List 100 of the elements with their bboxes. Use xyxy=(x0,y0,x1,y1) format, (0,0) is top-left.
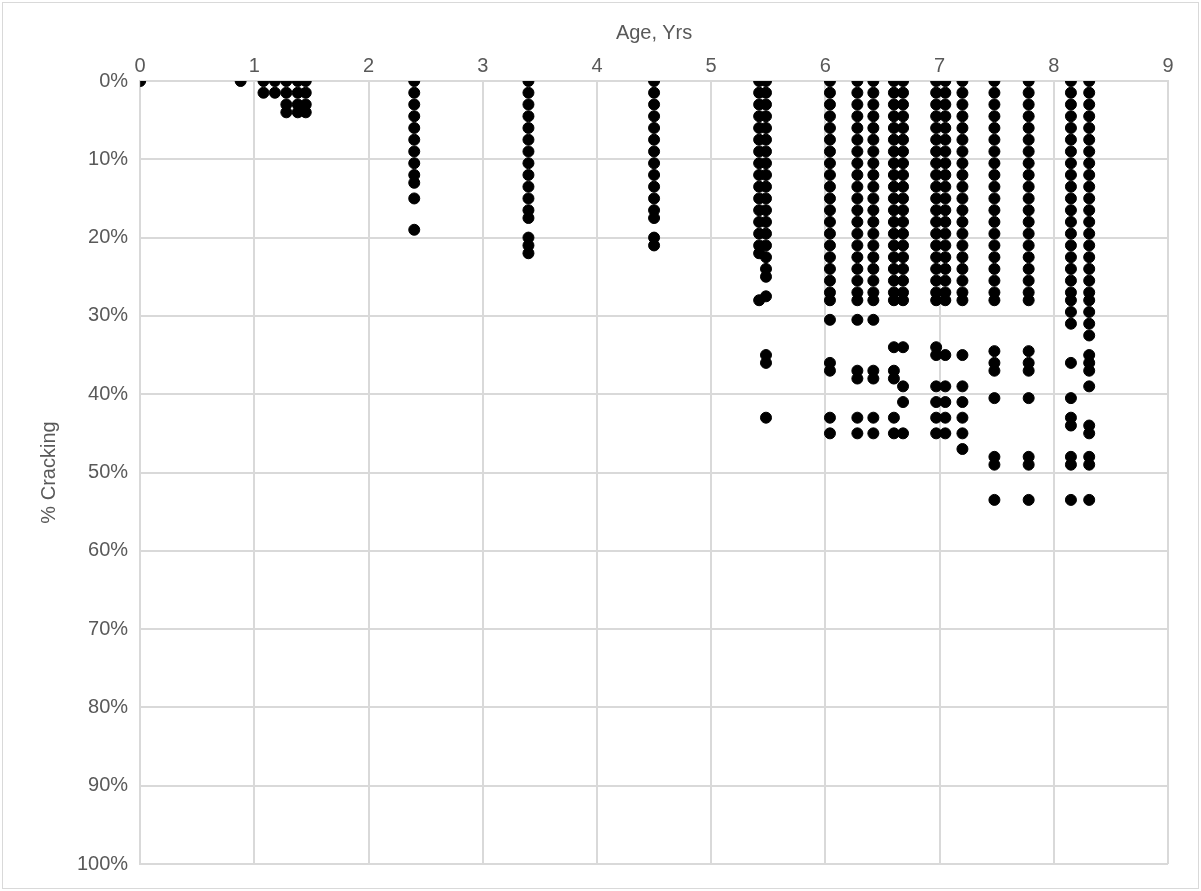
point xyxy=(1083,110,1096,123)
point xyxy=(408,110,421,123)
point xyxy=(1083,380,1096,393)
point xyxy=(956,274,969,287)
point xyxy=(1083,493,1096,506)
y-tick-label: 20% xyxy=(88,225,129,248)
point xyxy=(648,133,661,146)
point xyxy=(887,239,900,252)
point xyxy=(851,227,864,240)
point xyxy=(867,168,880,181)
point xyxy=(648,110,661,123)
point xyxy=(851,145,864,158)
point xyxy=(823,192,836,205)
point xyxy=(867,411,880,424)
y-tick-label: 70% xyxy=(88,616,129,639)
point xyxy=(867,427,880,440)
point xyxy=(648,180,661,193)
point xyxy=(1022,133,1035,146)
point xyxy=(1064,262,1077,275)
point xyxy=(956,227,969,240)
point xyxy=(1064,356,1077,369)
point xyxy=(851,121,864,134)
point xyxy=(988,204,1001,217)
x-tick-label: 8 xyxy=(1048,53,1060,76)
point xyxy=(988,192,1001,205)
point xyxy=(1064,121,1077,134)
y-axis-title: % Cracking xyxy=(36,421,59,524)
point xyxy=(988,345,1001,358)
point xyxy=(956,204,969,217)
point xyxy=(887,180,900,193)
point xyxy=(988,251,1001,264)
point xyxy=(867,262,880,275)
point xyxy=(988,392,1001,405)
y-tick-label: 30% xyxy=(88,303,129,326)
point xyxy=(1022,145,1035,158)
point xyxy=(823,215,836,228)
point xyxy=(1083,262,1096,275)
point xyxy=(522,133,535,146)
point xyxy=(1064,274,1077,287)
point xyxy=(1083,168,1096,181)
point xyxy=(956,262,969,275)
point xyxy=(887,215,900,228)
point xyxy=(1083,133,1096,146)
point xyxy=(1083,215,1096,228)
x-tick-label: 6 xyxy=(819,53,831,76)
point xyxy=(1083,145,1096,158)
point xyxy=(867,227,880,240)
point xyxy=(1064,239,1077,252)
point xyxy=(851,110,864,123)
point xyxy=(823,427,836,440)
point xyxy=(280,86,293,99)
point xyxy=(867,133,880,146)
point xyxy=(1083,239,1096,252)
point xyxy=(1022,262,1035,275)
point xyxy=(1022,493,1035,506)
point xyxy=(988,133,1001,146)
point xyxy=(760,411,772,424)
point xyxy=(851,168,864,181)
point xyxy=(823,98,836,111)
point xyxy=(648,192,661,205)
point xyxy=(988,493,1001,506)
point xyxy=(408,86,421,99)
point xyxy=(1064,493,1077,506)
point xyxy=(823,145,836,158)
point xyxy=(897,121,910,134)
point xyxy=(988,262,1001,275)
point xyxy=(823,121,836,134)
point xyxy=(648,157,661,170)
point xyxy=(408,133,421,146)
point xyxy=(851,133,864,146)
point xyxy=(1022,98,1035,111)
point xyxy=(956,133,969,146)
point xyxy=(522,110,535,123)
point xyxy=(1083,204,1096,217)
point xyxy=(867,215,880,228)
point xyxy=(1064,192,1077,205)
point xyxy=(408,98,421,111)
point xyxy=(851,180,864,193)
point xyxy=(1022,121,1035,134)
point xyxy=(887,121,900,134)
point xyxy=(522,98,535,111)
y-tick-label: 100% xyxy=(77,851,129,874)
point xyxy=(823,110,836,123)
point xyxy=(956,251,969,264)
point xyxy=(1064,305,1077,318)
point xyxy=(851,411,864,424)
point xyxy=(1083,317,1096,330)
point xyxy=(408,223,421,236)
point xyxy=(988,274,1001,287)
point xyxy=(867,180,880,193)
point xyxy=(867,86,880,99)
point xyxy=(867,274,880,287)
point xyxy=(851,251,864,264)
point xyxy=(887,411,900,424)
point xyxy=(956,411,969,424)
point xyxy=(851,157,864,170)
point xyxy=(887,145,900,158)
point xyxy=(1064,133,1077,146)
point xyxy=(1022,251,1035,264)
point xyxy=(1064,204,1077,217)
